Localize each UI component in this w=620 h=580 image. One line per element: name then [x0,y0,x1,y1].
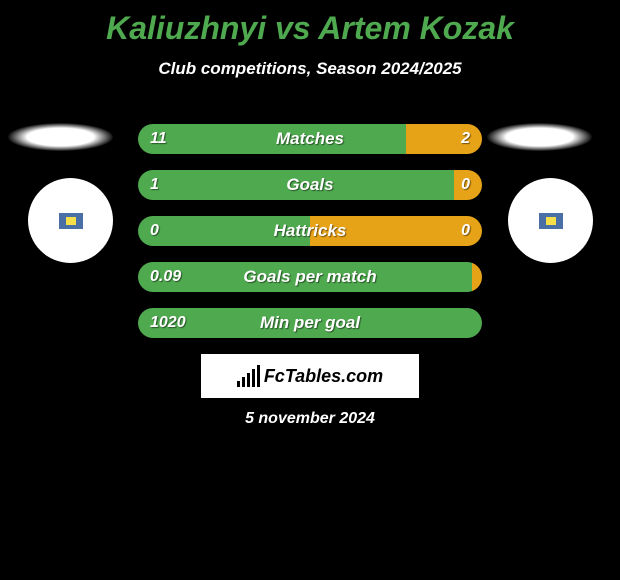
stat-value-left: 0 [150,216,159,246]
stat-row: Min per goal1020 [138,308,482,338]
stat-label: Goals [138,170,482,200]
stat-value-right: 0 [461,216,470,246]
stats-comparison: Matches112Goals10Hattricks00Goals per ma… [138,124,482,354]
stat-row: Hattricks0 0 [138,216,482,246]
date-label: 5 november 2024 [0,410,620,428]
stat-value-right: 0 [461,170,470,200]
stat-row: Goals per match0.09 [138,262,482,292]
player-avatar-left [28,178,113,263]
stat-row: Matches11 2 [138,124,482,154]
flag-icon [59,213,83,229]
stat-value-left: 11 [150,124,167,154]
stat-value-left: 1020 [150,308,186,338]
player-shadow-left [8,123,113,151]
player-avatar-right [508,178,593,263]
stat-label: Hattricks [138,216,482,246]
logo-box: FcTables.com [201,354,419,398]
page-title: Kaliuzhnyi vs Artem Kozak [0,0,620,47]
chart-icon [237,365,260,387]
player-shadow-right [487,123,592,151]
stat-value-left: 1 [150,170,159,200]
stat-row: Goals1 0 [138,170,482,200]
stat-label: Goals per match [138,262,482,292]
stat-label: Min per goal [138,308,482,338]
flag-icon [539,213,563,229]
stat-value-right: 2 [461,124,470,154]
logo-text: FcTables.com [264,366,383,387]
stat-value-left: 0.09 [150,262,181,292]
stat-label: Matches [138,124,482,154]
page-subtitle: Club competitions, Season 2024/2025 [0,59,620,79]
